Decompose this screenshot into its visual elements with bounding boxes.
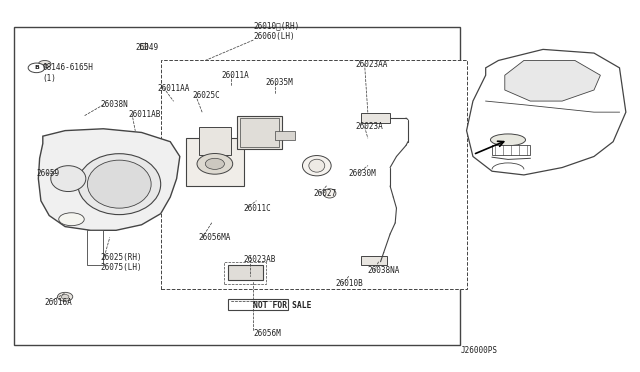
Polygon shape <box>38 129 180 230</box>
Polygon shape <box>467 49 626 175</box>
Circle shape <box>61 295 69 299</box>
Bar <box>199 127 231 155</box>
Text: 26023A: 26023A <box>355 122 383 131</box>
Text: 26056M: 26056M <box>253 329 281 338</box>
Text: 26027: 26027 <box>314 189 337 198</box>
Circle shape <box>38 61 51 68</box>
Bar <box>237 116 282 149</box>
Text: J26000PS: J26000PS <box>460 346 497 355</box>
Text: 26030M: 26030M <box>349 169 376 177</box>
Bar <box>14 27 460 345</box>
Circle shape <box>28 63 45 73</box>
Circle shape <box>205 158 225 169</box>
Ellipse shape <box>323 189 336 198</box>
Ellipse shape <box>490 134 525 146</box>
Text: 26010B: 26010B <box>336 279 364 288</box>
Ellipse shape <box>303 155 331 176</box>
Text: 26025C: 26025C <box>193 91 220 100</box>
Text: 26075(LH): 26075(LH) <box>100 263 142 272</box>
Text: 26011A: 26011A <box>221 71 249 80</box>
Bar <box>161 61 467 289</box>
Text: 26023AA: 26023AA <box>355 60 387 69</box>
Bar <box>186 138 244 186</box>
Ellipse shape <box>59 213 84 226</box>
Text: 26038N: 26038N <box>100 100 128 109</box>
Text: 26023AB: 26023AB <box>244 255 276 264</box>
Text: 26049: 26049 <box>135 43 158 52</box>
Text: 26035M: 26035M <box>266 78 294 87</box>
Bar <box>362 113 390 123</box>
Circle shape <box>197 154 233 174</box>
Polygon shape <box>505 61 600 101</box>
Text: 26056MA: 26056MA <box>199 233 231 242</box>
Text: 26059: 26059 <box>36 169 60 177</box>
Bar <box>140 43 147 49</box>
Text: (1): (1) <box>43 74 57 83</box>
Bar <box>362 256 387 265</box>
Bar <box>228 299 288 310</box>
Ellipse shape <box>309 159 324 172</box>
Text: 08146-6165H: 08146-6165H <box>43 63 93 72</box>
Bar <box>228 265 262 280</box>
Text: 26010⁠(RH): 26010⁠(RH) <box>253 21 300 30</box>
Text: 26025(RH): 26025(RH) <box>100 253 142 263</box>
Circle shape <box>58 292 73 301</box>
Text: 26016A: 26016A <box>45 298 72 307</box>
Text: 26011C: 26011C <box>244 203 271 213</box>
Text: 26011AB: 26011AB <box>129 109 161 119</box>
Bar <box>241 118 278 147</box>
Bar <box>492 145 531 155</box>
Ellipse shape <box>51 166 86 192</box>
Bar <box>88 230 103 265</box>
Text: 26011AA: 26011AA <box>157 84 190 93</box>
Ellipse shape <box>78 154 161 215</box>
Text: 26060(LH): 26060(LH) <box>253 32 294 41</box>
Bar <box>225 262 266 284</box>
Ellipse shape <box>88 160 151 208</box>
Bar <box>275 131 294 140</box>
Text: B: B <box>34 65 39 70</box>
Text: NOT FOR SALE: NOT FOR SALE <box>253 301 312 311</box>
Text: 26038NA: 26038NA <box>368 266 400 275</box>
